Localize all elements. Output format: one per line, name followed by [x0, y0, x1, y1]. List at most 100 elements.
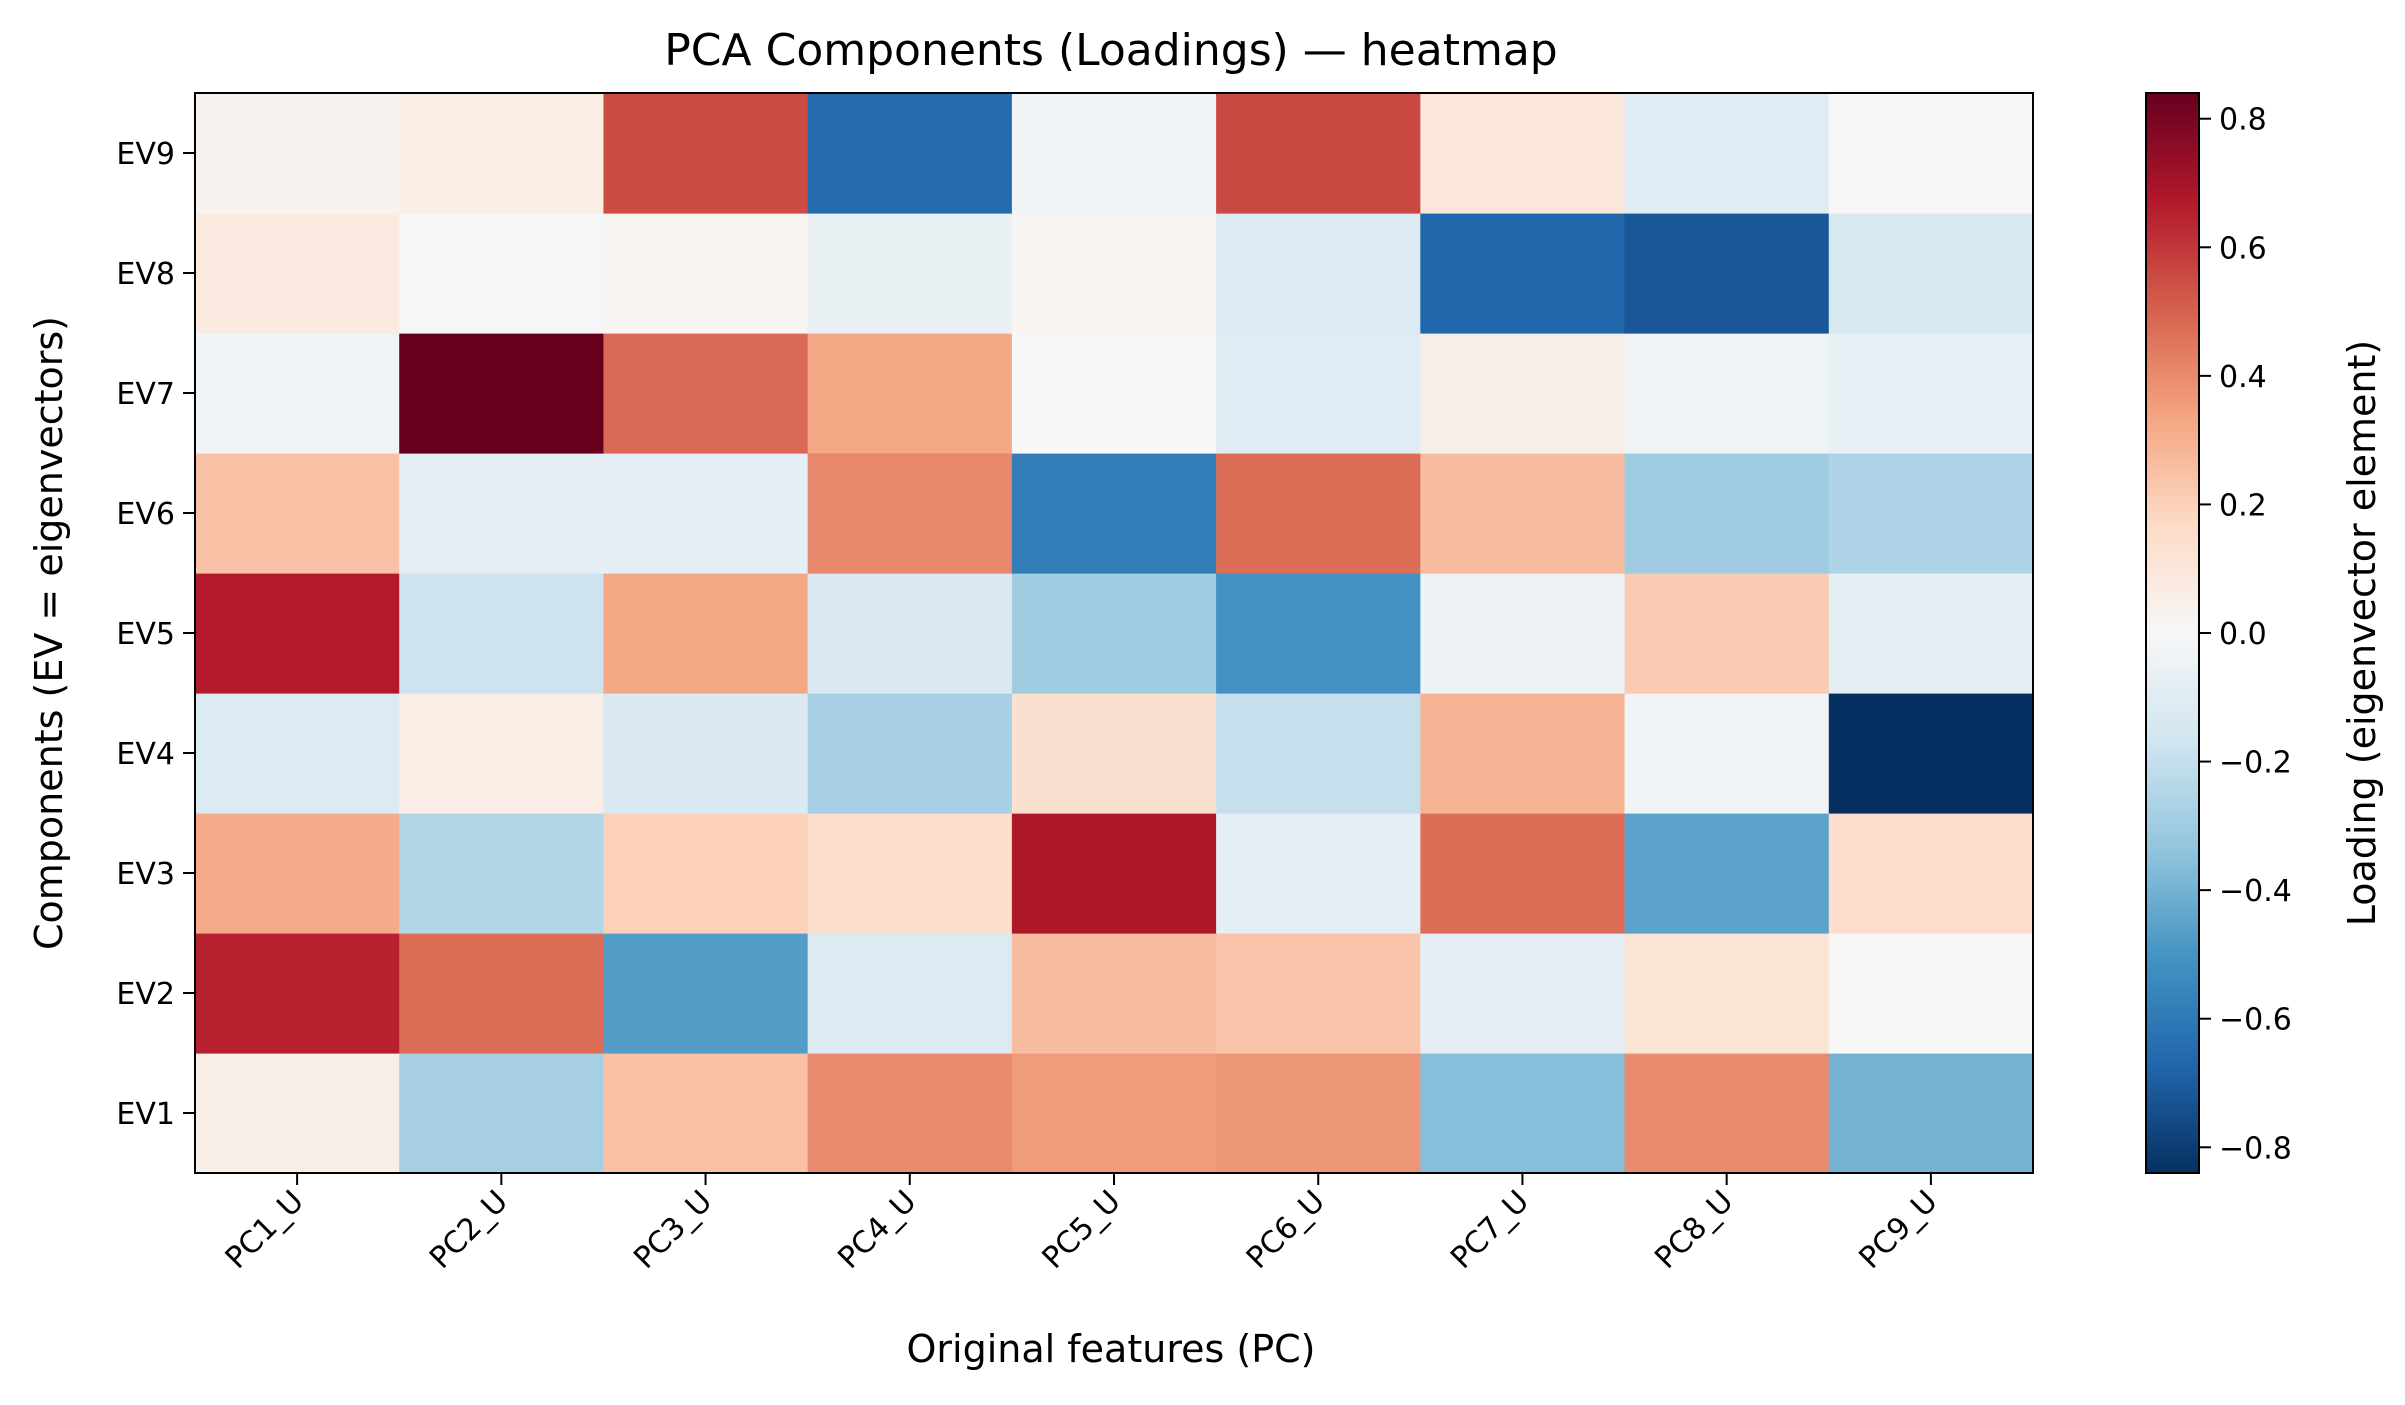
heatmap-cell-ev6-pc5_u [1011, 453, 1217, 574]
heatmap-cell-ev9-pc1_u [195, 93, 400, 214]
heatmap-cell-ev2-pc3_u [603, 933, 809, 1054]
heatmap-cell-ev2-pc5_u [1011, 933, 1217, 1054]
heatmap-cell-ev6-pc7_u [1420, 453, 1626, 574]
y-tick-label: EV6 [116, 497, 175, 532]
heatmap-cell-ev7-pc1_u [195, 333, 400, 454]
heatmap-cell-ev2-pc1_u [195, 933, 400, 1054]
colorbar-tick-label: −0.8 [2219, 1131, 2292, 1166]
heatmap-cell-ev1-pc5_u [1011, 1053, 1217, 1174]
heatmap-cell-ev4-pc3_u [603, 693, 809, 814]
chart-title: PCA Components (Loadings) — heatmap [664, 25, 1557, 76]
heatmap-cell-ev8-pc8_u [1624, 213, 1830, 334]
x-tick-label: PC4_U [831, 1184, 923, 1276]
heatmap-cell-ev6-pc9_u [1828, 453, 2034, 574]
heatmap-cell-ev9-pc9_u [1828, 93, 2034, 214]
colorbar-label: Loading (eigenvector element) [2340, 340, 2384, 926]
y-tick-label: EV1 [116, 1097, 175, 1132]
heatmap-cell-ev7-pc8_u [1624, 333, 1830, 454]
colorbar-tick-label: −0.4 [2219, 874, 2292, 909]
heatmap-cell-ev4-pc7_u [1420, 693, 1626, 814]
x-tick-label: PC1_U [219, 1184, 311, 1276]
heatmap-cell-ev9-pc5_u [1011, 93, 1217, 214]
heatmap-cell-ev4-pc2_u [399, 693, 605, 814]
x-tick-label: PC3_U [627, 1184, 719, 1276]
colorbar-tick-label: 0.8 [2219, 103, 2267, 138]
heatmap-cell-ev8-pc6_u [1216, 213, 1421, 334]
heatmap-cell-ev3-pc7_u [1420, 813, 1626, 934]
colorbar-tick-label: 0.6 [2219, 231, 2267, 266]
x-tick-label: PC2_U [423, 1184, 515, 1276]
heatmap-cell-ev5-pc8_u [1624, 573, 1830, 694]
heatmap-cell-ev5-pc2_u [399, 573, 605, 694]
heatmap-cell-ev8-pc1_u [195, 213, 400, 334]
heatmap-cell-ev8-pc2_u [399, 213, 605, 334]
colorbar-tick-label: 0.0 [2219, 617, 2267, 652]
heatmap-cell-ev2-pc6_u [1216, 933, 1421, 1054]
heatmap-cell-ev5-pc1_u [195, 573, 400, 694]
x-tick-label: PC5_U [1036, 1184, 1128, 1276]
y-axis-ticks: EV1 EV2 EV3 EV4 EV5 EV6 EV7 EV8 EV9 [116, 137, 195, 1132]
heatmap-cell-ev1-pc3_u [603, 1053, 809, 1174]
x-axis-label: Original features (PC) [907, 1327, 1316, 1371]
heatmap-cells [195, 93, 2034, 1174]
x-tick-label: PC7_U [1444, 1184, 1536, 1276]
heatmap-cell-ev9-pc4_u [807, 93, 1013, 214]
heatmap-cell-ev9-pc6_u [1216, 93, 1421, 214]
heatmap-cell-ev8-pc7_u [1420, 213, 1626, 334]
heatmap-cell-ev4-pc1_u [195, 693, 400, 814]
heatmap-cell-ev6-pc8_u [1624, 453, 1830, 574]
heatmap-cell-ev8-pc5_u [1011, 213, 1217, 334]
heatmap-cell-ev4-pc8_u [1624, 693, 1830, 814]
heatmap-cell-ev7-pc6_u [1216, 333, 1421, 454]
heatmap-cell-ev3-pc3_u [603, 813, 809, 934]
heatmap-cell-ev6-pc2_u [399, 453, 605, 574]
heatmap-cell-ev1-pc4_u [807, 1053, 1013, 1174]
heatmap-cell-ev3-pc4_u [807, 813, 1013, 934]
heatmap-cell-ev6-pc3_u [603, 453, 809, 574]
heatmap-cell-ev7-pc4_u [807, 333, 1013, 454]
heatmap-cell-ev1-pc7_u [1420, 1053, 1626, 1174]
x-tick-label: PC8_U [1648, 1184, 1740, 1276]
heatmap-cell-ev5-pc3_u [603, 573, 809, 694]
heatmap-cell-ev7-pc5_u [1011, 333, 1217, 454]
heatmap-cell-ev3-pc2_u [399, 813, 605, 934]
heatmap-cell-ev3-pc9_u [1828, 813, 2034, 934]
heatmap-cell-ev3-pc8_u [1624, 813, 1830, 934]
heatmap-cell-ev5-pc9_u [1828, 573, 2034, 694]
colorbar-tick-label: 0.4 [2219, 360, 2267, 395]
heatmap-cell-ev1-pc6_u [1216, 1053, 1421, 1174]
x-tick-label: PC6_U [1240, 1184, 1332, 1276]
heatmap-cell-ev4-pc4_u [807, 693, 1013, 814]
heatmap-cell-ev8-pc9_u [1828, 213, 2034, 334]
x-tick-label: PC9_U [1853, 1184, 1945, 1276]
heatmap-cell-ev2-pc8_u [1624, 933, 1830, 1054]
colorbar-tick-label: −0.2 [2219, 746, 2292, 781]
colorbar [2145, 92, 2200, 1174]
heatmap-cell-ev3-pc5_u [1011, 813, 1217, 934]
heatmap-cell-ev2-pc9_u [1828, 933, 2034, 1054]
heatmap-cell-ev6-pc6_u [1216, 453, 1421, 574]
heatmap-cell-ev1-pc1_u [195, 1053, 400, 1174]
heatmap-cell-ev1-pc8_u [1624, 1053, 1830, 1174]
heatmap-cell-ev1-pc2_u [399, 1053, 605, 1174]
x-axis-ticks: PC1_U PC2_U PC3_U PC4_U PC5_U PC6_U PC7_U PC8_U… [219, 1173, 1945, 1276]
heatmap-cell-ev8-pc3_u [603, 213, 809, 334]
heatmap-cell-ev4-pc6_u [1216, 693, 1421, 814]
heatmap-cell-ev2-pc7_u [1420, 933, 1626, 1054]
heatmap-cell-ev6-pc4_u [807, 453, 1013, 574]
heatmap-cell-ev4-pc9_u [1828, 693, 2034, 814]
heatmap-cell-ev7-pc7_u [1420, 333, 1626, 454]
y-tick-label: EV7 [116, 377, 175, 412]
heatmap-cell-ev6-pc1_u [195, 453, 400, 574]
heatmap-cell-ev3-pc1_u [195, 813, 400, 934]
heatmap-cell-ev7-pc3_u [603, 333, 809, 454]
heatmap-cell-ev4-pc5_u [1011, 693, 1217, 814]
heatmap-cell-ev9-pc3_u [603, 93, 809, 214]
y-tick-label: EV3 [116, 857, 175, 892]
y-tick-label: EV5 [116, 617, 175, 652]
heatmap-cell-ev3-pc6_u [1216, 813, 1421, 934]
heatmap-cell-ev5-pc7_u [1420, 573, 1626, 694]
y-tick-label: EV4 [116, 737, 175, 772]
